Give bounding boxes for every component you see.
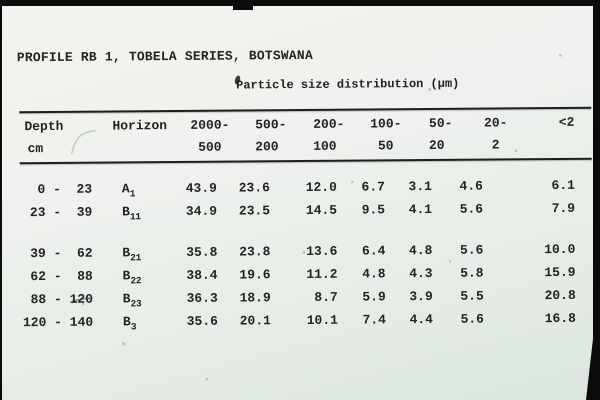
horizon-subscript: 22: [130, 275, 142, 287]
value-cell: 4.3: [409, 265, 433, 282]
col-header-size-6: 20-: [483, 115, 508, 131]
film-border-notch: [233, 0, 253, 10]
value-cell: 4.4: [409, 311, 434, 328]
value-cell: 6.1: [551, 177, 575, 194]
depth-cell: 23 - 39: [22, 204, 93, 221]
horizon-base: B: [122, 291, 131, 307]
col-header-size-6-low: 2: [491, 137, 500, 153]
value-cell: 20.1: [239, 313, 272, 329]
table-rule-top: [19, 106, 592, 114]
value-cell: 43.9: [185, 180, 217, 196]
value-cell: 14.5: [305, 202, 338, 218]
value-cell: 19.6: [239, 267, 271, 283]
value-cell: 35.8: [186, 244, 218, 260]
value-cell: 7.4: [362, 312, 387, 328]
col-header-horizon: Horizon: [112, 118, 168, 134]
col-header-depth-unit: cm: [27, 141, 44, 157]
slide-content: PROFILE RB 1, TOBELA SERIES, BOTSWANA Pa…: [2, 6, 593, 400]
value-cell: 5.6: [459, 201, 484, 217]
value-cell: 4.6: [459, 178, 483, 194]
page-title: PROFILE RB 1, TOBELA SERIES, BOTSWANA: [16, 47, 313, 66]
value-cell: 5.6: [459, 242, 484, 258]
value-cell: 20.8: [544, 287, 576, 304]
value-cell: 15.9: [544, 264, 576, 281]
value-cell: 9.5: [361, 202, 386, 218]
col-header-size-5-low: 20: [428, 137, 445, 153]
col-header-size-3-low: 100: [313, 138, 337, 154]
value-cell: 4.8: [408, 242, 433, 259]
value-cell: 12.0: [305, 179, 337, 195]
value-cell: 6.7: [361, 179, 385, 195]
value-cell: 13.6: [306, 243, 338, 259]
value-cell: 34.9: [185, 203, 218, 219]
horizon-base: B: [122, 245, 131, 261]
horizon-cell: B22: [111, 268, 173, 291]
horizon-cell: B21: [110, 245, 172, 268]
scratch-mark: [70, 129, 96, 154]
horizon-base: A: [121, 181, 130, 197]
value-cell: 4.1: [408, 201, 433, 218]
col-header-size-5: 50-: [428, 115, 453, 131]
value-cell: 23.8: [239, 244, 271, 260]
value-cell: 35.6: [186, 313, 219, 329]
value-cell: 5.9: [362, 289, 386, 305]
value-cell: 11.2: [306, 266, 338, 282]
col-header-size-2-low: 200: [255, 139, 279, 155]
col-header-depth: Depth: [24, 118, 64, 135]
depth-cell: 88 - 120: [22, 291, 94, 308]
col-header-size-4-low: 50: [377, 138, 394, 154]
value-cell: 5.5: [460, 288, 484, 304]
value-cell: 7.9: [551, 200, 576, 217]
value-cell: 10.0: [544, 241, 576, 258]
depth-cell: 62 - 88: [22, 268, 93, 285]
col-header-size-4: 100-: [370, 116, 402, 132]
value-cell: 3.1: [408, 178, 432, 195]
horizon-cell: B23: [111, 291, 173, 314]
horizon-base: B: [122, 268, 131, 284]
value-cell: 23.6: [238, 180, 270, 196]
horizon-base: B: [122, 314, 131, 330]
horizon-subscript: 11: [129, 211, 141, 223]
value-cell: 10.1: [306, 312, 339, 328]
col-header-size-1: 2000-: [190, 117, 230, 133]
col-header-size-7: <2: [558, 114, 575, 130]
horizon-cell: A1: [110, 181, 172, 204]
col-header-size-3: 200-: [313, 116, 345, 132]
value-cell: 16.8: [544, 310, 576, 327]
horizon-cell: B11: [110, 204, 172, 227]
value-cell: 6.4: [361, 243, 386, 259]
horizon-subscript: 23: [130, 298, 142, 310]
value-cell: 4.8: [362, 266, 386, 282]
col-header-horizon-spacer: [110, 140, 172, 162]
horizon-subscript: 21: [130, 252, 142, 264]
slide-photo: PROFILE RB 1, TOBELA SERIES, BOTSWANA Pa…: [2, 6, 593, 400]
value-cell: 8.7: [314, 289, 338, 305]
header-row-2: cm 500 200 100 50 20 2: [22, 137, 575, 163]
horizon-subscript: 3: [130, 321, 137, 333]
table-row: 23 - 39 B11 34.9 23.5 14.5 9.5 4.1 5.6 7…: [22, 201, 575, 228]
particle-size-table: Depth Horizon 2000- 500- 200- 100- 50- 2…: [21, 115, 576, 338]
value-cell: 5.6: [460, 311, 484, 327]
value-cell: 5.8: [460, 265, 484, 281]
horizon-cell: B3: [111, 314, 173, 337]
col-header-size-2: 500-: [255, 117, 287, 133]
table-row: 120 - 140 B3 35.6 20.1 10.1 7.4 4.4 5.6 …: [23, 311, 576, 338]
value-cell: 23.5: [238, 203, 271, 219]
col-header-size-7-low: [508, 137, 575, 160]
value-cell: 3.9: [409, 288, 433, 305]
horizon-subscript: 1: [129, 188, 136, 200]
col-header-size-1-low: 500: [198, 139, 222, 155]
depth-cell: 39 - 62: [22, 245, 93, 262]
value-cell: 38.4: [186, 267, 218, 283]
table-caption: Particle size distribution (μm): [236, 76, 460, 93]
horizon-base: B: [122, 204, 130, 220]
depth-cell: 120 - 140: [22, 314, 94, 331]
value-cell: 36.3: [186, 290, 218, 306]
depth-cell: 0 - 23: [21, 181, 93, 198]
film-border-corner-wedge: [586, 330, 594, 400]
value-cell: 18.9: [239, 290, 271, 306]
